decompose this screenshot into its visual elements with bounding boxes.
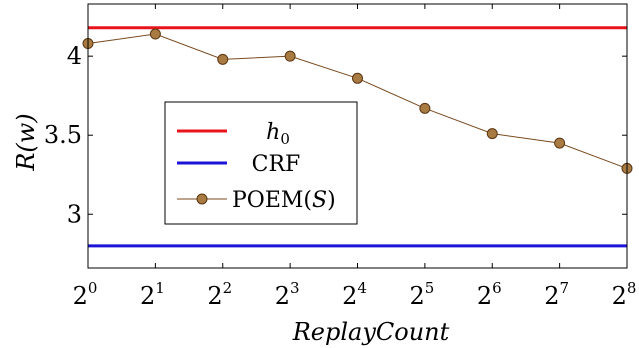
x-tick-label: 22 — [207, 279, 232, 310]
y-tick-labels: 33.54 — [44, 42, 82, 228]
x-tick-label: 27 — [544, 279, 569, 310]
x-tick-label: 26 — [477, 279, 502, 310]
data-point — [149, 28, 161, 40]
data-point — [419, 102, 431, 114]
legend-label-poem: POEM(S) — [232, 188, 336, 213]
series-layer — [82, 26, 633, 248]
x-tick-labels: 20 21 22 23 24 25 26 27 28 — [73, 279, 637, 310]
data-point — [486, 128, 498, 140]
y-axis-label: R(w) — [12, 113, 40, 171]
y-tick-marks — [88, 55, 627, 215]
x-tick-label: 23 — [275, 279, 300, 310]
plot-frame — [87, 3, 628, 269]
x-tick-label: 24 — [342, 279, 367, 310]
legend-marker-poem — [196, 193, 208, 205]
x-tick-label: 21 — [140, 279, 165, 310]
x-tick-label: 20 — [73, 279, 98, 310]
legend-label-crf: CRF — [252, 152, 301, 177]
legend-label-h0: h0 — [266, 120, 290, 148]
data-point — [554, 137, 566, 149]
legend: h0 CRF POEM(S) — [164, 101, 358, 225]
y-tick-label: 3.5 — [44, 121, 82, 149]
x-axis-label: ReplayCount — [292, 318, 450, 346]
x-tick-label: 25 — [409, 279, 434, 310]
x-tick-label: 28 — [612, 279, 637, 310]
data-point — [217, 53, 229, 65]
y-tick-label: 4 — [67, 42, 82, 70]
data-point — [284, 50, 296, 62]
data-point — [352, 72, 363, 84]
y-tick-label: 3 — [67, 200, 82, 228]
